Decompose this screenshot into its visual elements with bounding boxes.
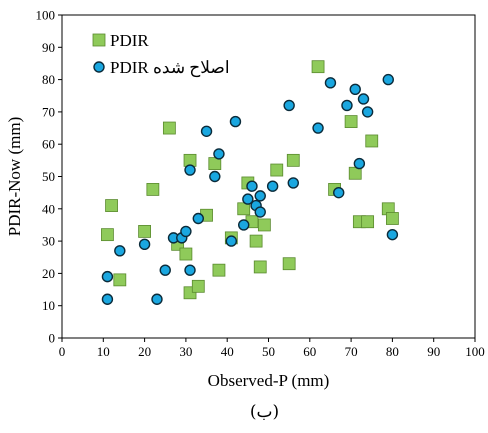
y-tick-label: 70 [42,104,55,119]
pdir-corrected-circle-point [200,125,213,137]
x-tick-label: 90 [427,344,440,359]
figure-caption: (ب) [250,402,279,422]
pdir-square-point [282,257,296,271]
x-tick-label: 10 [97,344,110,359]
y-tick-labels: 0 10 20 30 40 50 60 70 80 90 100 [36,8,62,346]
pdir-square-point [344,115,358,128]
pdir-corrected-circle-point [386,228,399,241]
legend-label-pdir-corrected: PDIR اصلاح شده [110,58,230,78]
x-tick-label: 70 [345,344,358,359]
x-tick-label: 60 [303,344,316,359]
pdir-corrected-circle-point [229,115,242,128]
pdir-square-point [113,273,127,287]
x-tick-label: 40 [221,344,234,359]
legend-circle-marker [93,61,105,73]
pdir-corrected-circle-point [209,170,221,183]
pdir-corrected-circle-point [114,245,126,257]
pdir-square-point [311,60,325,74]
pdir-square-point [146,183,160,196]
pdir-corrected-circle-point [266,180,279,192]
pdir-corrected-circle-point [324,77,337,89]
pdir-corrected-circle-point [238,219,250,231]
x-tick-label: 100 [465,344,485,359]
pdir-corrected-circle-point [353,157,366,170]
y-tick-label: 10 [42,298,55,313]
pdir-square-point [365,134,379,148]
pdir-corrected-circle-point [192,212,204,225]
pdir-square-point [249,234,263,248]
pdir-corrected-circle-point [361,106,374,118]
pdir-corrected-circle-point [312,122,324,134]
x-tick-label: 0 [59,344,66,359]
pdir-square-point [162,121,176,135]
x-axis-label: Observed-P (mm) [208,371,330,390]
pdir-corrected-circle-point [357,93,370,105]
pdir-square-point [270,163,284,177]
y-tick-label: 90 [42,40,55,55]
pdir-corrected-circle-point [341,99,353,112]
y-tick-label: 60 [42,137,55,152]
pdir-corrected-circle-point [184,164,196,176]
pdir-square-point [138,225,152,238]
pdir-corrected-circle-point [180,225,192,238]
x-tick-label: 80 [386,344,399,359]
pdir-corrected-circle-point [184,264,196,276]
pdir-square-point [101,228,114,242]
pdir-corrected-circle-point [159,264,171,276]
pdir-square-point [179,247,193,261]
pdir-square-point [212,263,226,277]
y-axis-label: PDIR-Now (mm) [5,117,24,236]
legend-square-marker [92,33,106,47]
series-pdir-corrected [101,73,399,305]
legend-label-pdir: PDIR [110,31,149,50]
x-tick-label: 30 [179,344,192,359]
pdir-corrected-circle-point [283,99,295,112]
pdir-square-point [286,153,300,167]
pdir-corrected-circle-point [333,186,345,199]
x-tick-label: 20 [138,344,151,359]
data-points [101,60,399,305]
pdir-corrected-circle-point [254,190,266,202]
pdir-square-point [105,199,118,212]
pdir-corrected-circle-point [254,206,266,218]
y-tick-label: 0 [49,331,56,346]
pdir-corrected-circle-point [138,238,151,251]
pdir-square-point [385,212,399,225]
pdir-corrected-circle-point [382,73,394,86]
y-tick-label: 80 [42,72,55,87]
pdir-square-point [361,215,375,229]
y-tick-label: 100 [36,8,56,23]
x-tick-labels: 0 10 20 30 40 50 60 70 80 90 100 [59,338,485,359]
y-tick-label: 40 [42,201,55,216]
y-tick-label: 30 [42,234,55,249]
series-pdir [101,60,399,300]
pdir-corrected-circle-point [242,193,254,205]
pdir-corrected-circle-point [101,270,114,283]
y-tick-label: 20 [42,266,55,281]
pdir-corrected-circle-point [151,293,163,305]
pdir-corrected-circle-point [287,177,299,189]
pdir-corrected-circle-point [349,83,361,95]
pdir-corrected-circle-point [213,148,225,160]
pdir-corrected-circle-point [101,293,114,305]
pdir-corrected-circle-point [246,180,258,192]
legend: PDIR PDIR اصلاح شده [92,31,230,78]
y-tick-label: 50 [42,169,55,184]
pdir-corrected-circle-point [225,235,238,247]
pdir-square-point [191,279,205,293]
pdir-square-point [257,218,271,232]
pdir-square-point [253,260,267,274]
x-tick-label: 50 [262,344,275,359]
